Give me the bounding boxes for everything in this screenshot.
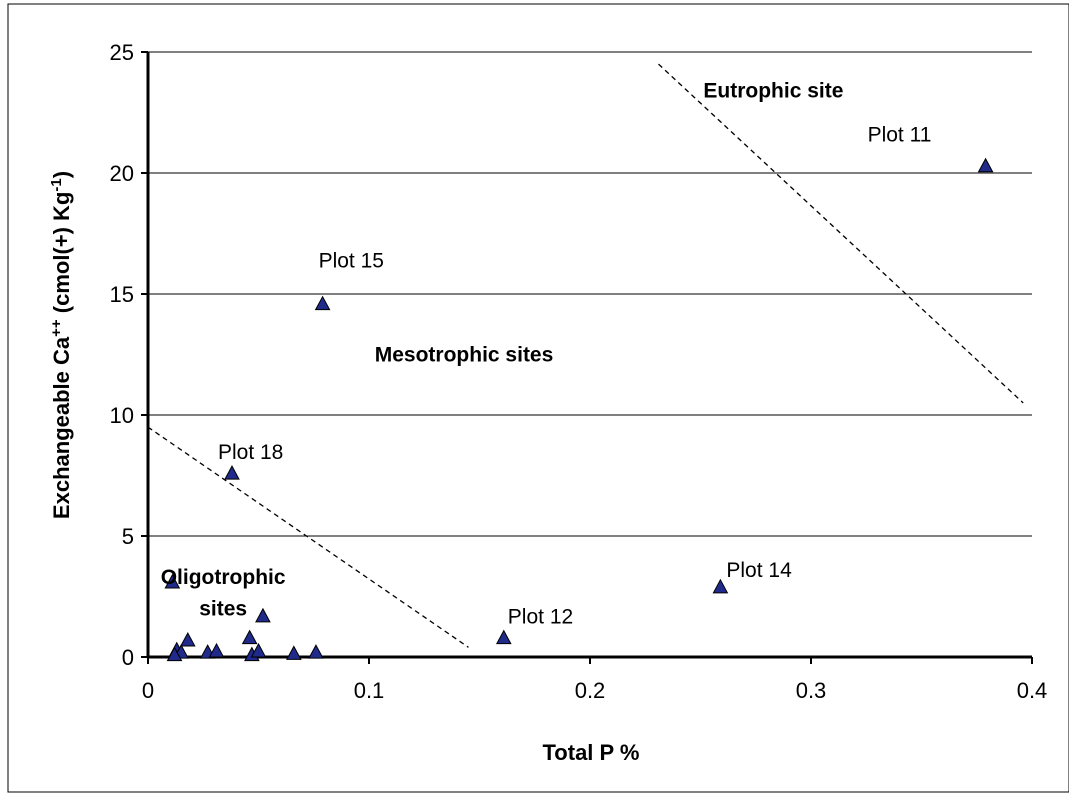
region-label: sites [199, 598, 247, 621]
point-label: Plot 18 [218, 441, 283, 464]
data-point-triangle [224, 465, 240, 480]
point-label: Plot 11 [868, 124, 932, 147]
x-axis-title: Total P % [543, 740, 640, 765]
y-tick-label: 15 [110, 282, 134, 307]
boundary-line [147, 426, 469, 648]
y-tick-label: 25 [110, 40, 134, 65]
annotations: Plot 11 Plot 15 Plot 18 Plot 14 Plot 12 Eutro… [161, 80, 932, 629]
y-tick-label: 0 [122, 645, 134, 670]
y-axis-title: Exchangeable Ca++ (cmol(+) Kg-1) [48, 171, 75, 519]
x-tick-label: 0 [142, 678, 154, 703]
region-label: Mesotrophic sites [375, 344, 554, 367]
data-point-triangle [495, 629, 512, 645]
y-tick-label: 10 [110, 403, 134, 428]
y-axis-title-close: ) [49, 171, 74, 178]
data-point-triangle [977, 157, 994, 173]
region-label: Oligotrophic [161, 566, 286, 589]
data-point-triangle [250, 642, 267, 658]
tick-labels: 0 5 10 15 20 25 0 0.1 0.2 0.3 0.4 [110, 40, 1048, 703]
point-label: Plot 12 [508, 606, 573, 629]
y-axis-title-sup2: -1 [48, 178, 65, 191]
boundary-line [658, 63, 1024, 404]
data-point-triangle [712, 578, 729, 594]
y-tick-label: 20 [110, 161, 134, 186]
data-point-triangle [255, 607, 271, 623]
data-point-triangle [208, 642, 225, 658]
x-tick-label: 0.1 [354, 678, 385, 703]
gridlines [148, 51, 1032, 537]
data-point-triangle [314, 295, 331, 311]
y-axis-title-sup1: ++ [48, 319, 65, 337]
boundary-lines [147, 63, 1024, 648]
data-point-triangle [164, 573, 181, 589]
data-point-triangle [286, 645, 302, 660]
data-point-triangle [308, 644, 324, 659]
data-points [164, 157, 994, 662]
y-axis-title-main: Exchangeable Ca [49, 336, 74, 519]
x-tick-label: 0.4 [1017, 678, 1048, 703]
x-tick-label: 0.2 [575, 678, 606, 703]
point-label: Plot 15 [319, 250, 384, 273]
data-point-triangle [241, 629, 258, 645]
region-label: Eutrophic site [703, 80, 843, 103]
data-point-triangle [166, 646, 183, 662]
x-tick-label: 0.3 [796, 678, 827, 703]
chart-border [7, 3, 1069, 793]
y-tick-label: 5 [122, 524, 134, 549]
data-point-triangle [179, 632, 196, 647]
point-label: Plot 14 [726, 559, 792, 582]
y-axis-title-units: (cmol(+) Kg [49, 192, 74, 320]
